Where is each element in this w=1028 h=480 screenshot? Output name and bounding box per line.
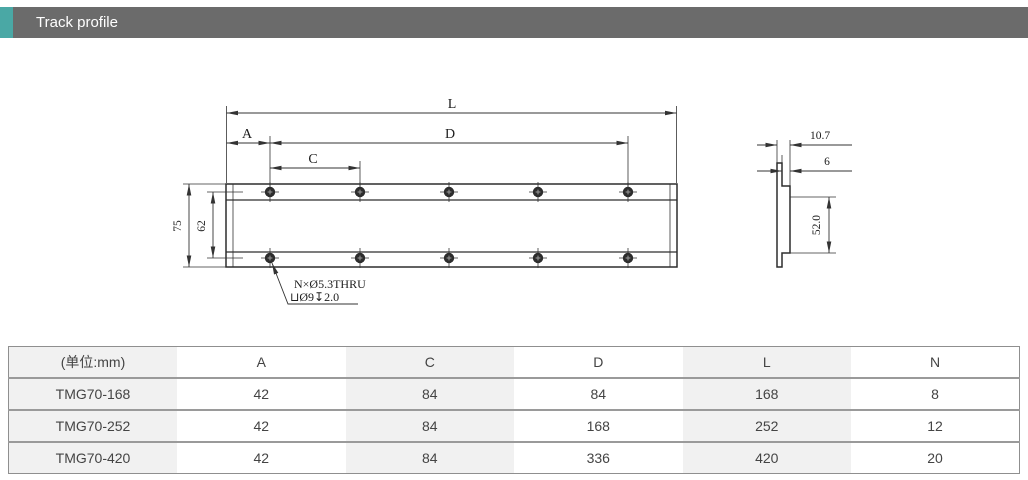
section-title: Track profile	[36, 14, 118, 31]
table-row: TMG70-420 42 84 336 420 20	[8, 442, 1020, 474]
value-cell: 420	[682, 442, 851, 474]
value-cell: 20	[927, 450, 943, 466]
technical-drawing: L A D C 75 62 N×Ø5.3THRU ⊔Ø	[172, 97, 852, 305]
table-header-row: (单位:mm) A C D L N	[8, 346, 1020, 378]
unit-header-cell: (单位:mm)	[8, 346, 177, 378]
value-cell: 8	[931, 386, 939, 402]
hole-note-line1: N×Ø5.3THRU	[294, 277, 366, 291]
model-cell: TMG70-168	[8, 378, 177, 410]
hole-note-line2: ⊔Ø9↧2.0	[290, 290, 339, 304]
value-cell: 84	[345, 442, 514, 474]
section-header-bar: Track profile	[0, 7, 1028, 38]
value-cell: 84	[345, 378, 514, 410]
dim-label-length: L	[448, 97, 457, 112]
dim-label-offset: 6	[824, 156, 830, 168]
value-cell: 84	[590, 386, 607, 402]
dim-label-depth: 10.7	[810, 130, 830, 142]
dim-label-rail-height: 52.0	[811, 215, 823, 235]
table-row: TMG70-252 42 84 168 252 12	[8, 410, 1020, 442]
value-cell: 84	[345, 410, 514, 442]
dim-label-c: C	[308, 152, 317, 167]
value-cell: 168	[682, 378, 851, 410]
value-cell: 336	[586, 450, 610, 466]
dim-label-height: 75	[172, 220, 184, 232]
spec-table: (单位:mm) A C D L N TMG70-168 42 84 84 168…	[8, 346, 1020, 474]
col-header-l: L	[682, 346, 851, 378]
col-header-d: D	[593, 354, 604, 370]
value-cell: 252	[682, 410, 851, 442]
col-header-a: A	[256, 354, 266, 370]
value-cell: 42	[253, 450, 270, 466]
col-header-n: N	[929, 354, 941, 370]
value-cell: 12	[927, 418, 943, 434]
side-view: 10.7 6 52.0	[757, 130, 852, 268]
dim-label-row-span: 62	[196, 220, 208, 232]
value-cell: 42	[253, 418, 270, 434]
accent-square	[0, 7, 13, 38]
value-cell: 42	[253, 386, 270, 402]
model-cell: TMG70-420	[8, 442, 177, 474]
front-view: L A D C 75 62 N×Ø5.3THRU ⊔Ø	[172, 97, 678, 305]
col-header-c: C	[345, 346, 514, 378]
dim-label-a: A	[242, 127, 253, 142]
dim-label-d: D	[445, 127, 455, 142]
table-row: TMG70-168 42 84 84 168 8	[8, 378, 1020, 410]
value-cell: 168	[586, 418, 610, 434]
model-cell: TMG70-252	[8, 410, 177, 442]
